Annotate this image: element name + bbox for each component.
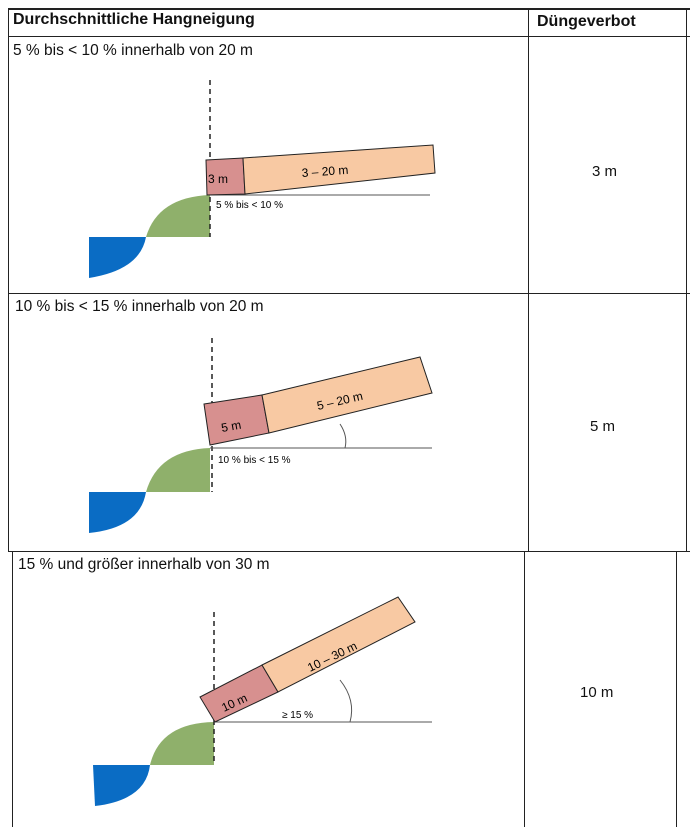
row-2-ban: 5 m <box>590 418 616 435</box>
column-separator-lower <box>524 551 525 827</box>
table-border-top <box>8 8 690 10</box>
row-3-ban: 10 m <box>580 684 614 701</box>
strip-label: 3 – 20 m <box>301 163 349 180</box>
column-separator-upper <box>528 8 529 551</box>
angle-arc <box>339 423 347 449</box>
strip-zone <box>261 596 416 693</box>
header-separator <box>8 36 690 37</box>
strip-zone <box>242 144 436 195</box>
water-body <box>93 765 150 806</box>
lower-block-right <box>676 551 677 827</box>
angle-arc <box>339 679 353 723</box>
row-1-ban: 3 m <box>592 163 618 180</box>
row-1-slope: 5 % bis < 10 % innerhalb von 20 m <box>13 42 253 59</box>
header-ban: Düngeverbot <box>537 13 636 30</box>
row-separator-1 <box>8 293 690 294</box>
strip-zone <box>261 356 433 434</box>
table-border-left <box>8 8 9 551</box>
river-bank <box>146 195 210 237</box>
angle-label: 5 % bis < 10 % <box>216 200 283 211</box>
header-slope: Durchschnittliche Hangneigung <box>13 11 255 28</box>
river-bank <box>146 448 210 492</box>
lower-block-top <box>8 551 690 552</box>
water-body <box>89 237 146 278</box>
angle-label: 10 % bis < 15 % <box>218 455 291 466</box>
angle-label: ≥ 15 % <box>282 710 313 721</box>
table-border-right-upper <box>686 8 687 551</box>
lower-block-left <box>12 551 13 827</box>
river-bank <box>150 722 214 765</box>
buffer-label: 3 m <box>208 172 228 186</box>
row-2-slope: 10 % bis < 15 % innerhalb von 20 m <box>15 298 264 315</box>
buffer-label: 5 m <box>220 418 242 435</box>
row-3-slope: 15 % und größer innerhalb von 30 m <box>18 556 270 573</box>
water-body <box>89 492 146 533</box>
